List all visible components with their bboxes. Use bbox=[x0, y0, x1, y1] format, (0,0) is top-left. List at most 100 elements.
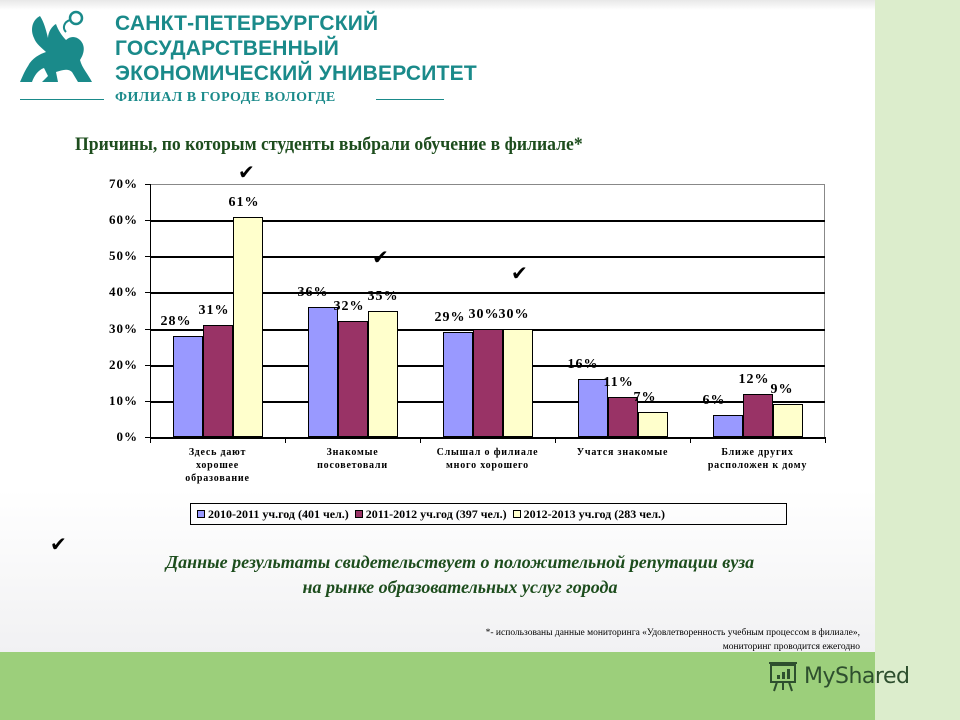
bar bbox=[637, 411, 668, 437]
x-tick-mark bbox=[285, 437, 286, 443]
legend-label: 2010-2011 уч.год (401 чел.) bbox=[208, 506, 349, 521]
category-label-line: Здесь дают bbox=[188, 447, 247, 458]
bar-value-label: 31% bbox=[198, 302, 230, 318]
logo-subtitle: ФИЛИАЛ В ГОРОДЕ ВОЛОГДЕ bbox=[115, 90, 336, 105]
top-shadow bbox=[0, 0, 875, 10]
bar bbox=[307, 306, 338, 437]
footnote-line-1: *- использованы данные мониторинга «Удов… bbox=[485, 628, 860, 638]
category-label-line: Знакомые bbox=[326, 447, 379, 458]
bar bbox=[442, 332, 473, 437]
category-label-line: хорошее bbox=[195, 460, 240, 471]
checkmark-icon: ✔ bbox=[238, 160, 255, 184]
y-tick-label: 0% bbox=[116, 429, 138, 444]
bar bbox=[172, 335, 203, 437]
logo-line-2: ГОСУДАРСТВЕННЫЙ bbox=[115, 37, 340, 60]
bar bbox=[472, 328, 503, 437]
chart-title: Причины, по которым студенты выбрали обу… bbox=[75, 134, 583, 155]
y-tick-mark bbox=[145, 401, 150, 402]
slide-background bbox=[0, 0, 875, 652]
legend-swatch bbox=[197, 510, 205, 518]
category-label-line: Учатся знакомые bbox=[576, 447, 669, 458]
gridline bbox=[150, 220, 825, 222]
myshared-watermark: MyShared bbox=[768, 658, 928, 694]
y-tick-label: 40% bbox=[109, 284, 138, 299]
x-tick-mark bbox=[150, 437, 151, 443]
bar-value-label: 6% bbox=[702, 393, 726, 409]
x-axis bbox=[150, 437, 825, 439]
bar bbox=[367, 310, 398, 437]
watermark-text: MyShared bbox=[804, 663, 910, 689]
bar-value-label: 9% bbox=[770, 382, 794, 398]
checkmark-icon: ✔ bbox=[511, 261, 528, 285]
bar bbox=[577, 379, 608, 437]
legend-item: 2012-2013 уч.год (283 чел.) bbox=[512, 506, 666, 522]
bar-chart: 70% 60% 50% 40% 30% 20% 10% 0% 28% 36% 29%… bbox=[109, 176, 826, 525]
legend-label: 2011-2012 уч.год (397 чел.) bbox=[365, 506, 507, 521]
bar-value-label: 35% bbox=[367, 288, 399, 304]
logo-line-3: ЭКОНОМИЧЕСКИЙ УНИВЕРСИТЕТ bbox=[115, 62, 477, 85]
y-tick-mark bbox=[145, 365, 150, 366]
y-tick-label: 60% bbox=[109, 212, 138, 227]
y-tick-label: 20% bbox=[109, 357, 138, 372]
griffin-icon bbox=[20, 10, 92, 82]
footnote: *- использованы данные мониторинга «Удов… bbox=[486, 626, 860, 654]
category-label-line: расположен к дому bbox=[707, 460, 808, 471]
bar bbox=[772, 404, 803, 437]
x-tick-mark bbox=[825, 437, 826, 443]
bar-value-label: 61% bbox=[228, 194, 260, 210]
gridline bbox=[150, 292, 825, 294]
y-tick-mark bbox=[145, 437, 150, 438]
bar-value-label: 32% bbox=[333, 299, 365, 315]
y-tick-label: 30% bbox=[109, 321, 138, 336]
y-tick-mark bbox=[145, 292, 150, 293]
y-tick-label: 50% bbox=[109, 248, 138, 263]
bar-value-label: 30% bbox=[498, 306, 530, 322]
y-tick-mark bbox=[145, 329, 150, 330]
y-axis bbox=[150, 184, 151, 438]
checkmark-icon: ✔ bbox=[372, 245, 389, 269]
checkmark-icon: ✔ bbox=[50, 532, 67, 556]
bar-value-label: 16% bbox=[567, 357, 599, 373]
y-tick-label: 10% bbox=[109, 393, 138, 408]
category-label-line: посоветовали bbox=[317, 460, 388, 471]
logo-line-1: САНКТ-ПЕТЕРБУРГСКИЙ bbox=[115, 12, 379, 35]
logo-rule-left bbox=[20, 99, 104, 100]
footnote-line-2: мониторинг проводится ежегодно bbox=[722, 642, 860, 652]
category-label-line: много хорошего bbox=[446, 460, 529, 471]
legend-item: 2011-2012 уч.год (397 чел.) bbox=[354, 506, 507, 522]
bar bbox=[502, 328, 533, 437]
bar-value-label: 28% bbox=[160, 313, 192, 329]
bottom-green-band bbox=[0, 652, 875, 720]
legend-item: 2010-2011 уч.год (401 чел.) bbox=[197, 507, 349, 522]
bar bbox=[337, 321, 368, 437]
legend-label: 2012-2013 уч.год (283 чел.) bbox=[523, 506, 666, 521]
category-label-line: Ближе других bbox=[721, 447, 794, 458]
bar bbox=[202, 324, 233, 437]
right-side-strip bbox=[875, 0, 960, 720]
plot-area bbox=[150, 184, 825, 437]
bar-value-label: 11% bbox=[603, 375, 634, 391]
bar bbox=[607, 397, 638, 437]
bar bbox=[712, 415, 743, 437]
bar bbox=[232, 216, 263, 437]
category-label: Ближе других расположен к дому bbox=[690, 446, 825, 472]
conclusion-text: Данные результаты свидетельствует о поло… bbox=[60, 550, 860, 600]
x-tick-mark bbox=[420, 437, 421, 443]
bar-value-label: 36% bbox=[297, 284, 329, 300]
y-tick-label: 70% bbox=[109, 176, 138, 191]
category-label-line: образование bbox=[185, 473, 250, 484]
bar-value-label: 30% bbox=[468, 306, 500, 322]
legend-swatch bbox=[512, 510, 521, 518]
bar-value-label: 29% bbox=[434, 310, 466, 326]
category-label: Знакомые посоветовали bbox=[285, 446, 420, 472]
category-label-line: Слышал о филиале bbox=[436, 447, 539, 458]
y-tick-mark bbox=[145, 220, 150, 221]
category-label: Учатся знакомые bbox=[555, 446, 690, 459]
bar-value-label: 12% bbox=[738, 371, 770, 387]
conclusion-line-2: на рынке образовательных услуг города bbox=[302, 577, 618, 597]
category-label: Слышал о филиале много хорошего bbox=[420, 446, 555, 472]
x-tick-mark bbox=[555, 437, 556, 443]
gridline bbox=[150, 256, 825, 258]
conclusion-line-1: Данные результаты свидетельствует о поло… bbox=[165, 552, 755, 572]
bar bbox=[742, 393, 773, 437]
